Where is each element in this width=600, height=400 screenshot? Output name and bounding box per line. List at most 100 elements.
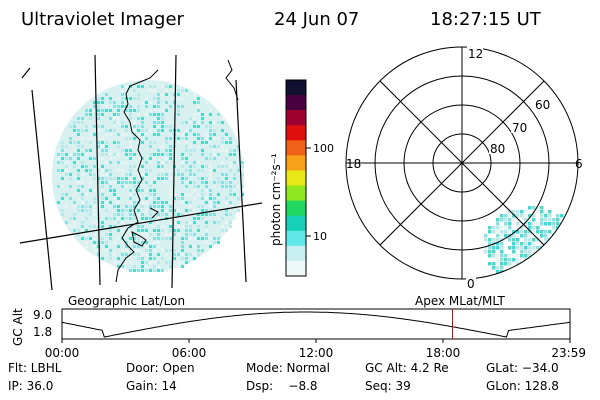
patch-pixel [484,250,488,254]
patch-pixel [576,242,578,246]
speckle-pixel [225,229,228,232]
y-tick-label-1-8: 1.8 [33,325,52,339]
speckle-pixel [133,89,136,92]
speckle-pixel [129,173,132,176]
speckle-pixel [97,97,100,100]
patch-pixel [560,230,564,234]
patch-pixel [540,278,544,279]
patch-pixel [512,254,516,258]
patch-pixel [504,254,508,258]
speckle-pixel [93,209,96,212]
x-tick-label: 00:00 [45,346,80,360]
speckle-pixel [157,165,160,168]
speckle-pixel [189,145,192,148]
patch-pixel [568,222,572,226]
speckle-pixel [173,193,176,196]
patch-pixel [524,246,528,250]
speckle-pixel [197,145,200,148]
speckle-pixel [141,217,144,220]
speckle-pixel [149,185,152,188]
speckle-pixel [125,261,128,264]
speckle-pixel [105,149,108,152]
patch-pixel [576,226,578,230]
speckle-pixel [105,105,108,108]
speckle-pixel [113,181,116,184]
speckle-pixel [149,217,152,220]
speckle-pixel [169,121,172,124]
speckle-pixel [149,113,152,116]
patch-pixel [556,242,560,246]
speckle-pixel [165,137,168,140]
speckle-pixel [169,205,172,208]
speckle-pixel [61,169,64,172]
speckle-pixel [85,149,88,152]
speckle-pixel [145,233,148,236]
patch-pixel [540,262,544,266]
patch-pixel [556,254,560,258]
coastline-west [115,69,159,283]
status-ip: IP: 36.0 [8,379,54,393]
speckle-pixel [73,213,76,216]
patch-pixel [536,230,540,234]
speckle-pixel [173,189,176,192]
speckle-pixel [133,269,136,272]
speckle-pixel [181,165,184,168]
speckle-pixel [129,189,132,192]
speckle-pixel [201,113,204,116]
patch-pixel [496,258,500,262]
speckle-pixel [193,209,196,212]
speckle-pixel [233,193,236,196]
speckle-pixel [169,229,172,232]
label-bg-60 [534,97,554,110]
speckle-pixel [93,189,96,192]
speckle-pixel [77,197,80,200]
speckle-pixel [201,177,204,180]
speckle-pixel [149,153,152,156]
speckle-pixel [105,145,108,148]
patch-pixel [560,270,564,274]
speckle-pixel [205,209,208,212]
speckle-pixel [197,185,200,188]
speckle-pixel [157,149,160,152]
speckle-pixel [105,93,108,96]
speckle-pixel [73,201,76,204]
speckle-pixel [197,97,200,100]
speckle-pixel [121,221,124,224]
speckle-pixel [109,173,112,176]
latitude-line [19,202,263,244]
patch-pixel [572,226,576,230]
speckle-pixel [81,121,84,124]
patch-pixel [564,242,568,246]
speckle-pixel [141,205,144,208]
speckle-pixel [201,249,204,252]
patch-pixel [560,246,564,250]
speckle-pixel [129,261,132,264]
speckle-pixel [113,193,116,196]
patch-pixel [504,218,508,222]
speckle-pixel [205,229,208,232]
speckle-pixel [209,237,212,240]
inlet-outline [149,207,159,219]
speckle-pixel [189,221,192,224]
speckle-pixel [149,181,152,184]
speckle-pixel [157,225,160,228]
speckle-pixel [113,105,116,108]
patch-pixel [540,206,544,210]
speckle-pixel [93,201,96,204]
speckle-pixel [61,213,64,216]
patch-pixel [576,254,578,258]
speckle-pixel [153,89,156,92]
patch-pixel [568,262,572,266]
speckle-pixel [153,125,156,128]
speckle-pixel [137,237,140,240]
patch-pixel [508,238,512,242]
patch-pixel [572,246,576,250]
patch-pixel [496,262,500,266]
speckle-pixel [237,209,240,212]
speckle-pixel [173,249,176,252]
speckle-pixel [117,257,120,260]
speckle-pixel [189,165,192,168]
speckle-pixel [93,221,96,224]
speckle-pixel [165,201,168,204]
speckle-pixel [229,225,232,228]
